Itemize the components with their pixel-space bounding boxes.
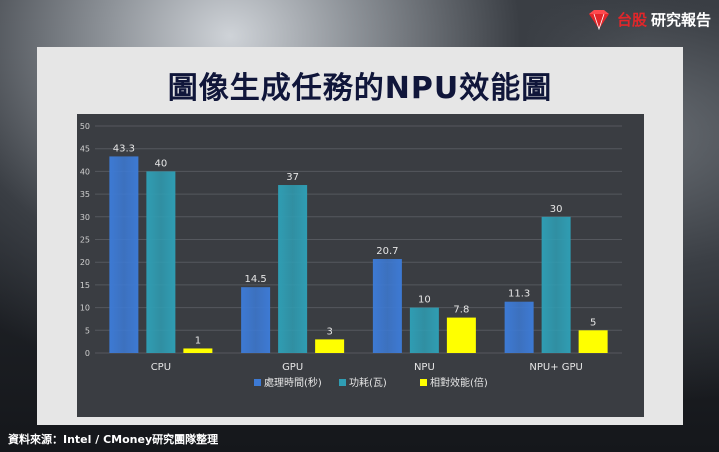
x-tick-label: NPU+ GPU xyxy=(529,362,583,373)
y-tick-label: 10 xyxy=(80,304,90,313)
bar xyxy=(315,339,345,353)
brand-white-text: 研究報告 xyxy=(650,10,711,29)
legend-label: 處理時間(秒) xyxy=(264,376,322,389)
bar-chart: 0 5 10 15 20 25 30 35 40 45 50 43.3 40 1 CPU 14.5 37 3 GPU… xyxy=(80,122,622,389)
bar xyxy=(446,317,476,353)
brand-header: 台股 研究報告 xyxy=(585,8,711,30)
data-label: 10 xyxy=(418,295,431,306)
y-tick-label: 20 xyxy=(80,258,90,267)
x-tick-label: NPU xyxy=(414,362,435,373)
data-label: 40 xyxy=(155,158,168,169)
y-tick-label: 35 xyxy=(80,190,90,199)
data-label: 5 xyxy=(590,317,596,328)
diamond-crown-icon xyxy=(588,10,609,30)
y-tick-label: 30 xyxy=(80,213,90,222)
bar xyxy=(183,348,213,353)
data-label: 14.5 xyxy=(244,274,266,285)
legend-label: 功耗(瓦) xyxy=(349,377,387,389)
bar xyxy=(146,171,176,353)
legend-swatch xyxy=(254,379,261,386)
bar xyxy=(109,156,139,353)
y-tick-label: 50 xyxy=(80,122,90,131)
x-tick-label: GPU xyxy=(282,362,303,373)
bar xyxy=(541,216,571,353)
bar xyxy=(578,330,608,353)
bar xyxy=(504,301,534,353)
bar xyxy=(372,259,402,353)
data-label: 30 xyxy=(550,204,563,215)
chart-title: 圖像生成任務的NPU效能圖 xyxy=(167,71,553,106)
legend-label: 相對效能(倍) xyxy=(430,376,488,389)
y-tick-label: 5 xyxy=(85,326,90,335)
chart-area: 0 5 10 15 20 25 30 35 40 45 50 43.3 40 1 CPU 14.5 37 3 GPU… xyxy=(77,114,644,417)
brand-red-text: 台股 xyxy=(616,10,647,29)
data-label: 1 xyxy=(195,335,201,346)
data-label: 3 xyxy=(326,326,332,337)
data-label: 20.7 xyxy=(376,246,398,257)
source-note: 資料來源：Intel / CMoney研究團隊整理 xyxy=(8,433,219,446)
bar xyxy=(409,307,439,353)
bar xyxy=(278,185,308,353)
data-label: 11.3 xyxy=(508,289,530,300)
y-tick-label: 15 xyxy=(80,281,90,290)
data-label: 37 xyxy=(286,172,299,183)
data-label: 7.8 xyxy=(453,305,469,316)
legend-swatch xyxy=(339,379,346,386)
y-tick-label: 45 xyxy=(80,145,90,154)
y-tick-label: 25 xyxy=(80,236,90,245)
x-tick-label: CPU xyxy=(151,362,171,373)
y-tick-label: 0 xyxy=(85,349,90,358)
y-tick-label: 40 xyxy=(80,167,90,176)
legend-swatch xyxy=(420,379,427,386)
data-label: 43.3 xyxy=(113,143,135,154)
bar xyxy=(241,287,271,353)
